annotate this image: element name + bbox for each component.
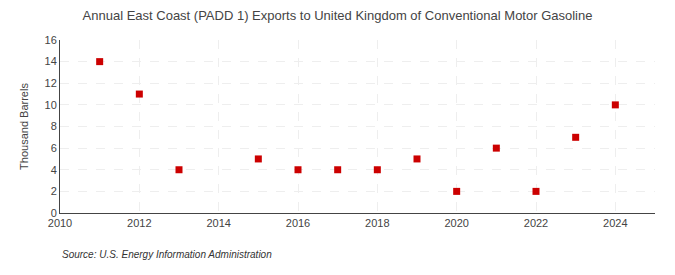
svg-text:4: 4 xyxy=(51,164,57,176)
svg-text:Annual East Coast (PADD 1) Exp: Annual East Coast (PADD 1) Exports to Un… xyxy=(83,8,593,23)
svg-text:12: 12 xyxy=(45,77,57,89)
svg-text:2018: 2018 xyxy=(365,217,389,229)
svg-text:2016: 2016 xyxy=(286,217,310,229)
svg-text:2: 2 xyxy=(51,185,57,197)
svg-text:Source: U.S. Energy Informatio: Source: U.S. Energy Information Administ… xyxy=(62,249,272,260)
svg-text:16: 16 xyxy=(45,34,57,46)
svg-text:2012: 2012 xyxy=(127,217,151,229)
svg-text:2010: 2010 xyxy=(48,217,72,229)
svg-text:10: 10 xyxy=(45,99,57,111)
svg-text:Thousand Barrels: Thousand Barrels xyxy=(18,83,30,170)
svg-text:0: 0 xyxy=(51,207,57,219)
svg-text:2022: 2022 xyxy=(524,217,548,229)
svg-text:6: 6 xyxy=(51,142,57,154)
svg-text:8: 8 xyxy=(51,120,57,132)
svg-text:14: 14 xyxy=(45,55,57,67)
svg-text:2014: 2014 xyxy=(206,217,230,229)
svg-text:2024: 2024 xyxy=(603,217,627,229)
svg-text:2020: 2020 xyxy=(444,217,468,229)
